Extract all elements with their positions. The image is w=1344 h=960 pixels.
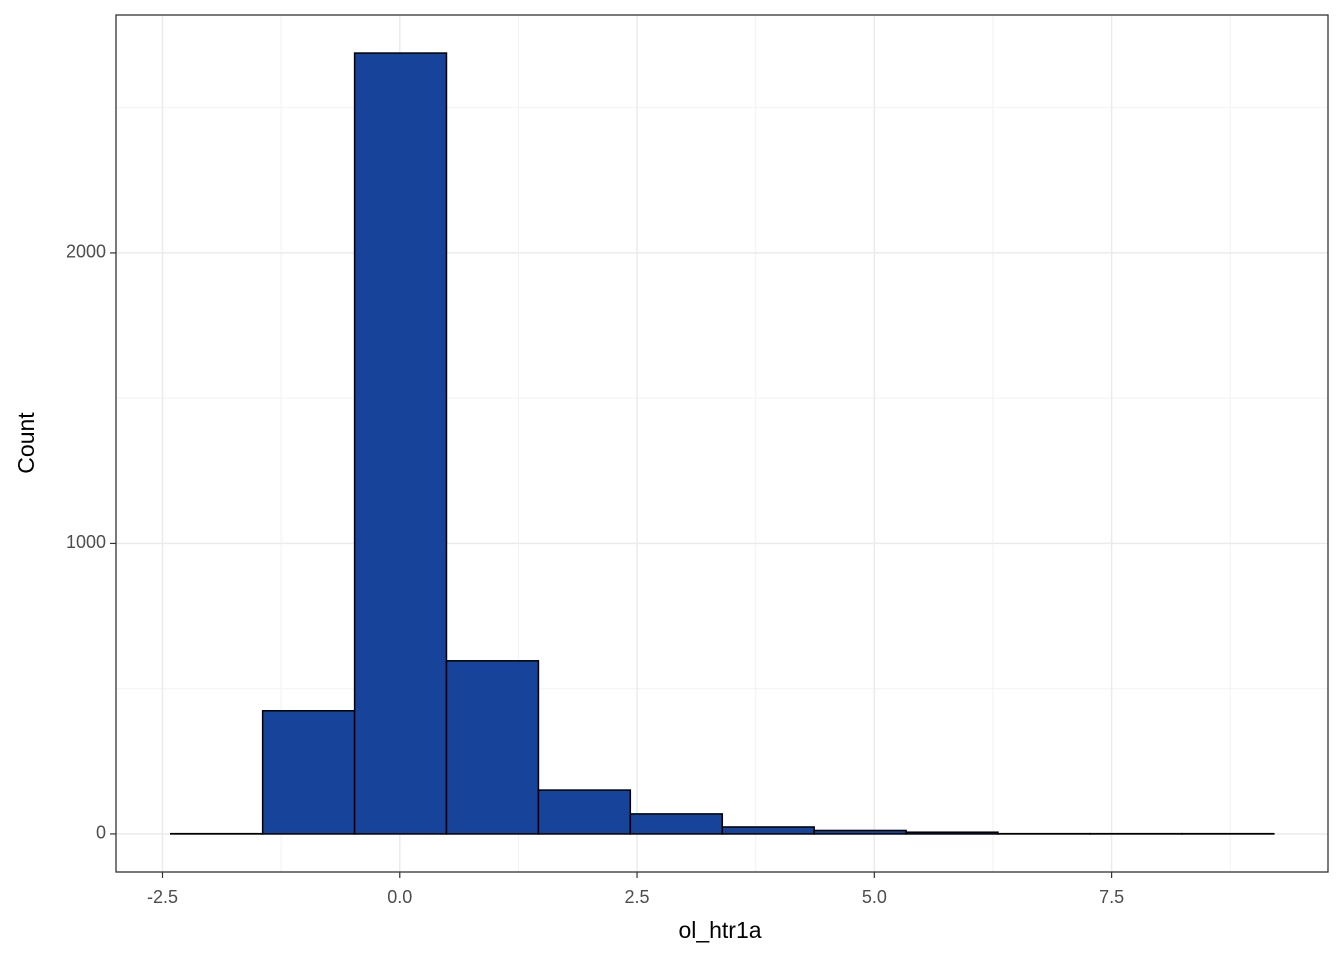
- x-tick-label: 0.0: [387, 887, 412, 907]
- y-axis-title: Count: [13, 412, 39, 474]
- bar: [721, 826, 815, 835]
- bar: [353, 52, 448, 835]
- y-tick-label: 1000: [66, 532, 106, 552]
- bar: [905, 831, 999, 835]
- x-tick-label: 5.0: [862, 887, 887, 907]
- bar: [261, 710, 356, 835]
- bar: [537, 789, 632, 835]
- x-tick-label: 7.5: [1099, 887, 1124, 907]
- y-tick-label: 2000: [66, 242, 106, 262]
- panel-border: [115, 14, 1329, 873]
- x-axis-title: ol_htr1a: [678, 917, 761, 943]
- x-tick-label: -2.5: [147, 887, 178, 907]
- x-tick-label: 2.5: [625, 887, 650, 907]
- bar: [813, 829, 907, 835]
- bar: [445, 660, 540, 835]
- y-tick-label: 0: [96, 823, 106, 843]
- bar: [629, 813, 724, 835]
